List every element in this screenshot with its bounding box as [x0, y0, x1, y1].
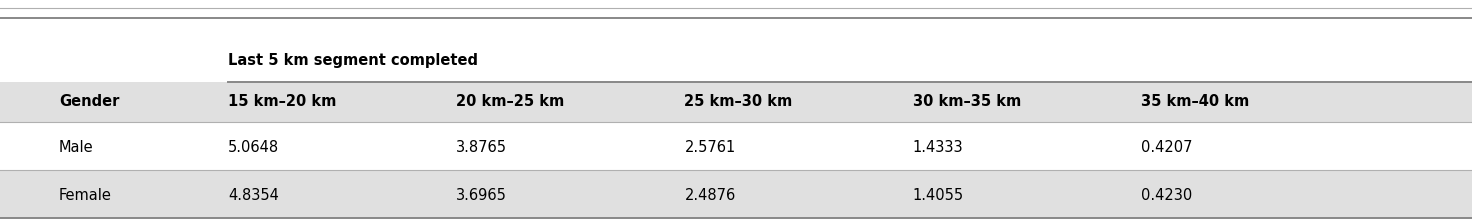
- Text: 1.4055: 1.4055: [913, 187, 964, 203]
- Text: Male: Male: [59, 140, 94, 154]
- Text: 4.8354: 4.8354: [228, 187, 280, 203]
- Text: 0.4230: 0.4230: [1141, 187, 1192, 203]
- Text: 2.4876: 2.4876: [684, 187, 736, 203]
- Text: 5.0648: 5.0648: [228, 140, 280, 154]
- Bar: [0, 82, 1472, 122]
- Text: 25 km–30 km: 25 km–30 km: [684, 95, 793, 110]
- Bar: [0, 170, 1472, 218]
- Text: Last 5 km segment completed: Last 5 km segment completed: [228, 53, 478, 67]
- Text: 20 km–25 km: 20 km–25 km: [456, 95, 565, 110]
- Text: 3.8765: 3.8765: [456, 140, 508, 154]
- Text: Female: Female: [59, 187, 112, 203]
- Text: 1.4333: 1.4333: [913, 140, 963, 154]
- Text: 30 km–35 km: 30 km–35 km: [913, 95, 1022, 110]
- Text: 2.5761: 2.5761: [684, 140, 736, 154]
- Text: 0.4207: 0.4207: [1141, 140, 1192, 154]
- Text: 35 km–40 km: 35 km–40 km: [1141, 95, 1250, 110]
- Text: Gender: Gender: [59, 95, 119, 110]
- Text: 15 km–20 km: 15 km–20 km: [228, 95, 337, 110]
- Text: 3.6965: 3.6965: [456, 187, 508, 203]
